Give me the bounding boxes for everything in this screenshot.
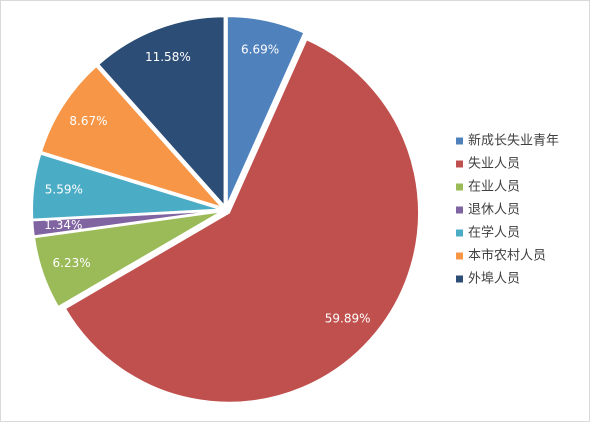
legend-swatch [456, 252, 463, 260]
data-label: 11.58% [145, 50, 191, 64]
pie-slice [32, 210, 223, 309]
pie-slice [225, 15, 306, 207]
legend-swatch [456, 137, 463, 145]
legend-swatch [456, 206, 463, 214]
pie-slice [63, 37, 420, 404]
legend-swatch [456, 275, 463, 283]
pie-slice [96, 15, 226, 209]
legend-label: 退休人员 [468, 203, 520, 218]
data-label: 59.89% [325, 312, 371, 326]
legend-swatch [456, 183, 463, 191]
legend-label: 外埠人员 [468, 272, 520, 287]
data-label: 5.59% [45, 183, 83, 197]
data-label: 6.23% [53, 256, 91, 270]
legend-swatch [456, 229, 463, 237]
legend-label: 在业人员 [468, 180, 520, 195]
legend-label: 失业人员 [468, 157, 520, 172]
pie-slice [31, 152, 223, 221]
data-label: 1.34% [44, 218, 82, 232]
pie-slice [39, 64, 226, 210]
legend-label: 本市农村人员 [468, 248, 546, 264]
legend-label: 新成长失业青年 [468, 133, 559, 149]
data-label: 8.67% [69, 114, 107, 128]
data-label: 6.69% [241, 43, 279, 57]
legend-swatch [456, 160, 463, 168]
legend-label: 在学人员 [468, 225, 520, 241]
